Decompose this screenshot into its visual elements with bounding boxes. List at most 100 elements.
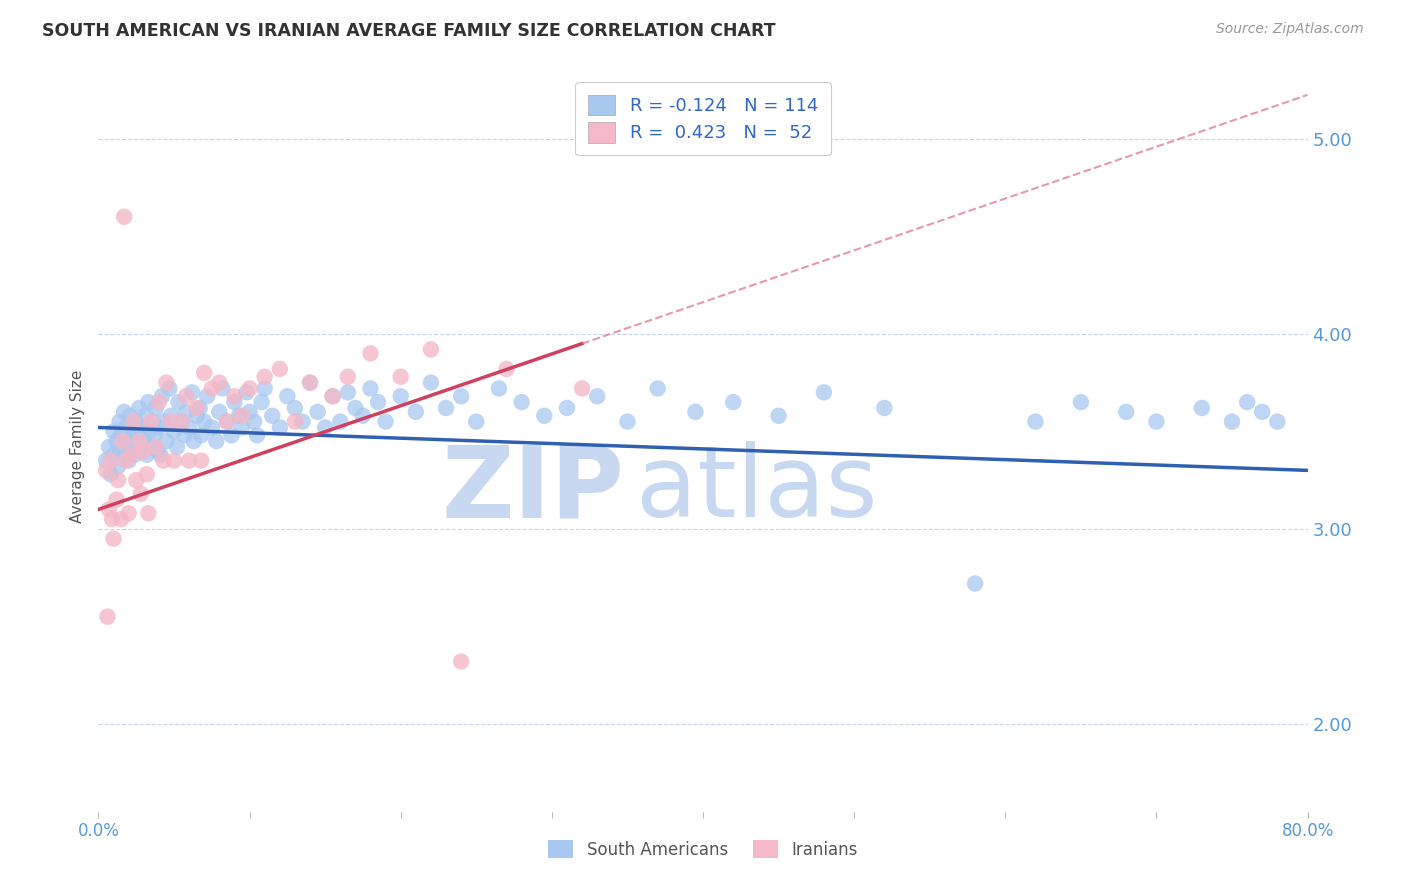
Point — [253, 369, 276, 384]
Point — [322, 389, 344, 403]
Point — [389, 389, 412, 403]
Point — [336, 385, 359, 400]
Point — [112, 210, 135, 224]
Point — [616, 415, 638, 429]
Point — [291, 415, 314, 429]
Point — [166, 440, 188, 454]
Point — [284, 415, 307, 429]
Point — [132, 434, 155, 449]
Point — [389, 369, 412, 384]
Point — [239, 381, 262, 395]
Point — [224, 395, 246, 409]
Point — [235, 385, 257, 400]
Point — [98, 502, 121, 516]
Point — [107, 473, 129, 487]
Point — [121, 440, 143, 454]
Point — [813, 385, 835, 400]
Point — [1144, 415, 1167, 429]
Text: Source: ZipAtlas.com: Source: ZipAtlas.com — [1216, 22, 1364, 37]
Point — [152, 453, 174, 467]
Point — [146, 443, 169, 458]
Point — [127, 428, 149, 442]
Point — [160, 409, 183, 423]
Point — [103, 425, 125, 439]
Point — [122, 425, 145, 439]
Point — [1191, 401, 1213, 415]
Point — [107, 459, 129, 474]
Point — [231, 409, 253, 423]
Point — [190, 428, 212, 442]
Point — [1070, 395, 1092, 409]
Point — [420, 376, 443, 390]
Point — [152, 415, 174, 429]
Point — [179, 420, 201, 434]
Point — [768, 409, 790, 423]
Point — [201, 420, 224, 434]
Point — [124, 448, 146, 462]
Point — [186, 401, 208, 415]
Point — [128, 401, 150, 415]
Point — [269, 362, 291, 376]
Point — [129, 487, 152, 501]
Point — [269, 420, 291, 434]
Point — [120, 409, 142, 423]
Point — [103, 532, 125, 546]
Point — [125, 415, 148, 429]
Point — [167, 395, 190, 409]
Point — [1115, 405, 1137, 419]
Point — [159, 381, 181, 395]
Point — [246, 428, 269, 442]
Point — [336, 369, 359, 384]
Point — [450, 389, 472, 403]
Point — [352, 409, 374, 423]
Point — [253, 381, 276, 395]
Point — [110, 443, 132, 458]
Point — [141, 440, 163, 454]
Point — [571, 381, 593, 395]
Point — [465, 415, 488, 429]
Point — [155, 376, 177, 390]
Point — [163, 453, 186, 467]
Point — [647, 381, 669, 395]
Point — [495, 362, 517, 376]
Point — [134, 409, 156, 423]
Point — [314, 420, 336, 434]
Point — [873, 401, 896, 415]
Point — [586, 389, 609, 403]
Point — [190, 453, 212, 467]
Y-axis label: Average Family Size: Average Family Size — [70, 369, 86, 523]
Point — [307, 405, 329, 419]
Point — [723, 395, 745, 409]
Point — [284, 401, 307, 415]
Point — [103, 448, 125, 462]
Point — [221, 428, 243, 442]
Point — [96, 609, 118, 624]
Point — [188, 401, 211, 415]
Point — [367, 395, 389, 409]
Point — [685, 405, 707, 419]
Point — [555, 401, 578, 415]
Point — [114, 453, 136, 467]
Point — [128, 434, 150, 449]
Point — [111, 434, 134, 449]
Point — [215, 415, 238, 429]
Text: SOUTH AMERICAN VS IRANIAN AVERAGE FAMILY SIZE CORRELATION CHART: SOUTH AMERICAN VS IRANIAN AVERAGE FAMILY… — [42, 22, 776, 40]
Point — [1251, 405, 1274, 419]
Point — [160, 415, 183, 429]
Point — [110, 428, 132, 442]
Point — [205, 434, 228, 449]
Point — [239, 405, 262, 419]
Point — [450, 655, 472, 669]
Point — [139, 425, 162, 439]
Point — [121, 448, 143, 462]
Point — [299, 376, 322, 390]
Point — [276, 389, 298, 403]
Point — [231, 420, 253, 434]
Point — [141, 415, 163, 429]
Point — [1267, 415, 1289, 429]
Point — [163, 425, 186, 439]
Point — [510, 395, 533, 409]
Point — [360, 346, 382, 360]
Point — [179, 453, 201, 467]
Point — [108, 415, 131, 429]
